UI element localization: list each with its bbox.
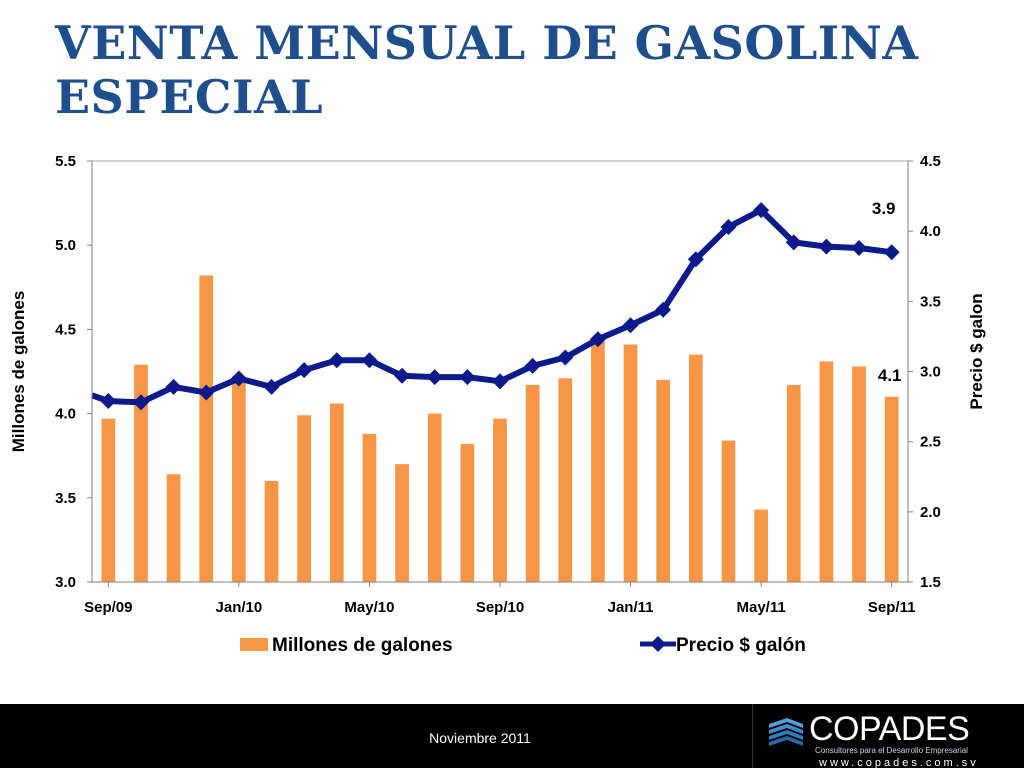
left-tick-label: 3.5 xyxy=(55,490,76,507)
data-labels: 3.9 4.1 xyxy=(872,199,902,385)
legend-line-marker xyxy=(650,636,666,652)
legend-bar-label: Millones de galones xyxy=(272,635,453,656)
price-point-Jul/11 xyxy=(818,238,835,255)
price-point-Nov/10 xyxy=(557,349,574,366)
data-label: 3.9 xyxy=(872,199,896,218)
right-tick-label: 1.5 xyxy=(920,574,941,591)
left-tick-label: 5.5 xyxy=(55,153,76,170)
price-point-May/10 xyxy=(361,352,378,369)
price-point-Jun/11 xyxy=(785,234,802,251)
price-point-Feb/10 xyxy=(263,378,280,395)
price-point-Aug/10 xyxy=(459,369,476,386)
bar-Oct/10 xyxy=(525,384,540,582)
price-point-Sep/09 xyxy=(100,392,117,409)
data-label: 4.1 xyxy=(878,366,902,385)
price-point-Apr/11 xyxy=(720,218,737,235)
right-tick-label: 2.5 xyxy=(920,434,941,451)
bar-Nov/10 xyxy=(558,378,573,582)
bar-Apr/11 xyxy=(721,440,736,582)
bar-Jun/11 xyxy=(786,384,801,582)
logo-name: COPADES xyxy=(809,710,970,748)
price-point-Dec/10 xyxy=(589,331,606,348)
price-point-Aug/11 xyxy=(851,240,868,257)
bar-Mar/11 xyxy=(688,354,703,582)
left-tick-label: 5.0 xyxy=(55,237,76,254)
left-axis-title: Millones de galones xyxy=(9,291,28,453)
right-axis-title: Precio $ galon xyxy=(967,293,986,409)
right-tick-label: 4.5 xyxy=(920,153,941,170)
bar-Nov/09 xyxy=(166,474,181,582)
price-point-Dec/09 xyxy=(198,384,215,401)
price-point-Mar/10 xyxy=(296,362,313,379)
bar-Jan/10 xyxy=(232,376,246,582)
x-tick-label: Sep/11 xyxy=(868,599,916,616)
title-line-1: VENTA MENSUAL DE GASOLINA xyxy=(55,16,919,70)
left-tick-label: 4.0 xyxy=(55,406,76,423)
bar-Jul/10 xyxy=(427,413,442,582)
right-tick-label: 4.0 xyxy=(920,223,941,240)
price-point-Jun/10 xyxy=(394,367,411,384)
price-point-Feb/11 xyxy=(655,301,672,318)
price-point-Nov/09 xyxy=(165,378,182,395)
bar-Oct/09 xyxy=(134,364,148,582)
price-point-Apr/10 xyxy=(328,352,345,369)
copades-logo-icon xyxy=(769,718,803,746)
title-line-2: ESPECIAL xyxy=(55,70,324,124)
left-tick-label: 4.5 xyxy=(55,321,76,338)
price-point-Oct/09 xyxy=(132,394,149,411)
sales-price-chart: 3.0 3.5 4.0 4.5 5.0 5.5 1.5 2.0 2.5 3.0 3.5 4.0 4.5 S… xyxy=(9,153,986,656)
bar-Jun/10 xyxy=(395,464,409,582)
axes: 3.0 3.5 4.0 4.5 5.0 5.5 1.5 2.0 2.5 3.0 3.5 4.0 4.5 S… xyxy=(9,153,986,616)
right-tick-label: 3.0 xyxy=(920,364,941,381)
price-point-May/11 xyxy=(753,202,770,219)
price-point-Mar/11 xyxy=(687,251,704,268)
legend-line-label: Precio $ galón xyxy=(676,635,806,656)
bar-Sep/09 xyxy=(101,418,116,582)
price-point-Oct/10 xyxy=(524,357,541,374)
right-tick-label: 3.5 xyxy=(920,293,941,310)
left-tick-label: 3.0 xyxy=(55,574,76,591)
bar-May/10 xyxy=(362,433,377,582)
right-tick-label: 2.0 xyxy=(920,504,941,521)
line-series xyxy=(91,202,900,411)
price-point-Sep/11 xyxy=(883,244,900,261)
price-point-Sep/10 xyxy=(492,373,508,390)
bar-Aug/10 xyxy=(460,443,475,582)
bar-Aug/11 xyxy=(852,366,866,582)
bar-Jan/11 xyxy=(623,344,638,582)
legend-bar-swatch xyxy=(240,638,268,651)
footer-bar: Noviembre 2011 COPADES Consultores para … xyxy=(0,704,1024,769)
bar-Mar/10 xyxy=(297,415,312,582)
company-logo: COPADES Consultores para el Desarrollo E… xyxy=(752,704,1024,769)
x-tick-label: May/10 xyxy=(344,599,394,616)
price-point-Jan/11 xyxy=(622,317,639,334)
logo-tagline: Consultores para el Desarrollo Empresari… xyxy=(815,746,968,755)
bar-Sep/10 xyxy=(493,418,507,582)
x-tick-label: Jan/11 xyxy=(608,599,654,616)
bar-Sep/11 xyxy=(884,396,899,582)
x-tick-label: Sep/09 xyxy=(84,599,132,616)
bar-Jul/11 xyxy=(819,361,834,582)
logo-url: www.copades.com.sv xyxy=(819,757,979,769)
slide-title: VENTA MENSUAL DE GASOLINA ESPECIAL xyxy=(55,16,955,124)
bar-Feb/10 xyxy=(264,480,279,582)
bar-Dec/10 xyxy=(591,341,605,582)
footer-date: Noviembre 2011 xyxy=(429,730,531,746)
bar-Feb/11 xyxy=(656,379,671,582)
price-point-Jan/10 xyxy=(230,370,247,387)
bar-Dec/09 xyxy=(199,275,214,582)
bar-Apr/10 xyxy=(329,403,344,582)
x-tick-label: May/11 xyxy=(737,599,786,616)
bar-May/11 xyxy=(754,509,768,582)
price-point-Jul/10 xyxy=(426,369,443,386)
bar-series xyxy=(101,275,899,582)
x-tick-label: Jan/10 xyxy=(216,599,263,616)
legend: Millones de galones Precio $ galón xyxy=(240,635,806,656)
x-tick-label: Sep/10 xyxy=(476,599,524,616)
